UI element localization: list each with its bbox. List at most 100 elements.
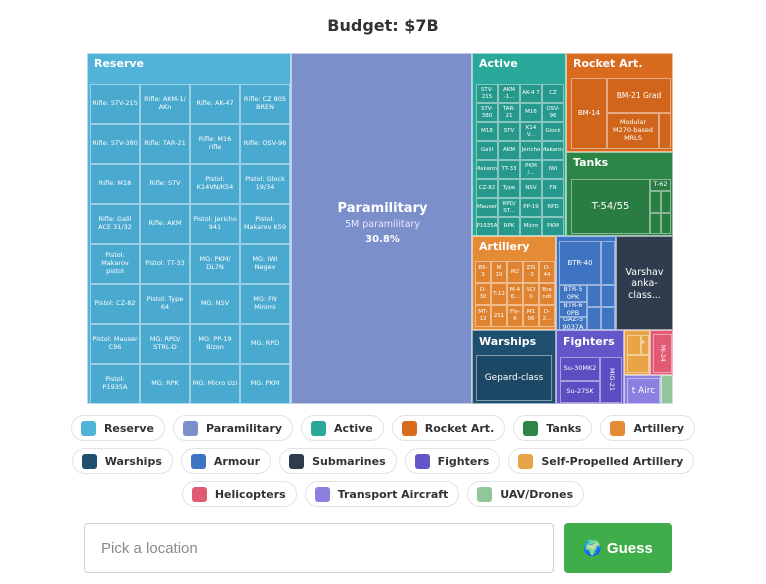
armour-item[interactable]: GAZ-5 9037A	[559, 317, 587, 329]
rocket-item[interactable]: BM-21 Grad	[607, 78, 671, 113]
legend-item-artillery[interactable]: Artillery	[600, 415, 696, 441]
rocket-item[interactable]: BM-14	[571, 78, 607, 149]
active-item[interactable]: CZ	[542, 84, 564, 103]
active-item[interactable]: Makarov	[542, 141, 564, 160]
active-item[interactable]: P1935A	[476, 217, 498, 235]
active-item[interactable]: PKM /...	[520, 160, 542, 179]
transport-item[interactable]: t Airc	[627, 378, 660, 403]
active-item[interactable]: STV	[498, 122, 520, 141]
reserve-item[interactable]: Pistol: TT-33	[140, 244, 190, 284]
tank-item-small[interactable]	[650, 191, 661, 213]
reserve-item[interactable]: MG: NSV	[190, 284, 240, 324]
tank-item-small[interactable]	[661, 213, 671, 234]
active-item[interactable]: OSV-96	[542, 103, 564, 122]
active-item[interactable]: Glock	[542, 122, 564, 141]
active-item[interactable]: RPK	[498, 217, 520, 235]
armour-item-small[interactable]	[601, 285, 615, 307]
legend-item-reserve[interactable]: Reserve	[70, 415, 165, 441]
armour-item-small[interactable]	[601, 307, 615, 329]
artillery-item[interactable]: ZIS -3	[523, 261, 539, 283]
reserve-item[interactable]: Pistol: P1935A	[90, 364, 140, 403]
artillery-item[interactable]: M2	[507, 261, 523, 283]
active-item[interactable]: K14 V...	[520, 122, 542, 141]
section-artillery[interactable]: Artillery B5-3 M 10 M2 ZIS -3 D-44 D-30 T-12 M-…	[472, 236, 556, 330]
guess-button[interactable]: 🌍 Guess	[564, 523, 672, 573]
active-item[interactable]: NSV	[520, 179, 542, 198]
active-item[interactable]: M16	[520, 103, 542, 122]
reserve-item[interactable]: Pistol: CZ-82	[90, 284, 140, 324]
reserve-item[interactable]: Pistol: K14VN/K54	[190, 164, 240, 204]
section-fighters[interactable]: Fighters Su-30MK2 Su-27SK MiG-21	[556, 330, 624, 404]
legend-item-rocket-art[interactable]: Rocket Art.	[391, 415, 506, 441]
reserve-item[interactable]: Pistol: Glock 19/34	[240, 164, 290, 204]
section-uav-drones[interactable]	[661, 375, 673, 404]
reserve-item[interactable]: MG: PKM/ DL7N	[190, 244, 240, 284]
section-warships[interactable]: Warships Gepard-class	[472, 330, 556, 404]
reserve-item[interactable]: Rifle: STV-380	[90, 124, 140, 164]
active-item[interactable]: Type	[498, 179, 520, 198]
active-item[interactable]: STV-215	[476, 84, 498, 103]
reserve-item[interactable]: MG: RPD/ STRL-D	[140, 324, 190, 364]
active-item[interactable]: RPD	[542, 198, 564, 217]
artillery-item[interactable]: M-4 6...	[507, 283, 523, 305]
artillery-item[interactable]: D-30	[475, 283, 491, 305]
legend-item-warships[interactable]: Warships	[71, 448, 173, 474]
armour-item[interactable]: BTR-40	[559, 241, 601, 285]
artillery-item[interactable]: MT-12	[475, 305, 491, 327]
fighter-item[interactable]: Su-27SK	[560, 381, 600, 403]
active-item[interactable]: STV-380	[476, 103, 498, 122]
legend-item-paramilitary[interactable]: Paramilitary	[172, 415, 294, 441]
section-armour[interactable]: BTR-40 BTR-5 0PK BTR-6 0PB GAZ-5 9037A	[556, 236, 616, 330]
section-active[interactable]: Active STV-215 AKM -1... AK-4 7 CZ STV-380 TA…	[472, 53, 566, 236]
spa-item[interactable]: M 6...	[641, 335, 649, 355]
artillery-item[interactable]: D-2...	[539, 305, 555, 327]
section-reserve[interactable]: Reserve Rifle: STV-215 Rifle: AKM-1/ AKn R…	[87, 53, 291, 404]
artillery-item[interactable]: Fly- K	[507, 305, 523, 327]
active-item[interactable]: FN	[542, 179, 564, 198]
active-item[interactable]: Makarov	[476, 160, 498, 179]
legend-item-armour[interactable]: Armour	[180, 448, 272, 474]
reserve-item[interactable]: Rifle: AKM-1/ AKn	[140, 84, 190, 124]
reserve-item[interactable]: Pistol: Mauser C96	[90, 324, 140, 364]
artillery-item[interactable]: SCI 0	[523, 283, 539, 305]
active-item[interactable]: Galil	[476, 141, 498, 160]
artillery-item[interactable]: B5-3	[475, 261, 491, 283]
legend-item-submarines[interactable]: Submarines	[279, 448, 397, 474]
armour-item[interactable]: BTR-6 0PB	[559, 302, 587, 317]
section-helicopters[interactable]: Mi-24	[650, 330, 673, 375]
reserve-item[interactable]: Rifle: CZ 805 BREN	[240, 84, 290, 124]
spa-item-small[interactable]	[627, 335, 641, 355]
reserve-item[interactable]: Rifle: STV-215	[90, 84, 140, 124]
armour-item-small[interactable]	[587, 307, 601, 329]
reserve-item[interactable]: MG: Micro Uzi	[190, 364, 240, 403]
legend-item-tanks[interactable]: Tanks	[513, 415, 593, 441]
reserve-item[interactable]: MG: PP-19 Bizon	[190, 324, 240, 364]
armour-item-small[interactable]	[601, 241, 615, 285]
reserve-item[interactable]: Rifle: OSV-96	[240, 124, 290, 164]
armour-item[interactable]: BTR-5 0PK	[559, 285, 587, 302]
legend-item-self-propelled-artillery[interactable]: Self-Propelled Artillery	[508, 448, 695, 474]
rocket-item-small[interactable]	[659, 113, 671, 149]
submarine-item[interactable]: Varshav anka-class...	[625, 266, 664, 301]
tank-item[interactable]: T-62	[650, 179, 671, 191]
artillery-item[interactable]: Bra ndt	[539, 283, 555, 305]
reserve-item[interactable]: MG: PKM	[240, 364, 290, 403]
reserve-item[interactable]: Rifle: TAR-21	[140, 124, 190, 164]
active-item[interactable]: Jericho	[520, 141, 542, 160]
section-tanks[interactable]: Tanks T-54/55 T-62	[566, 152, 673, 236]
active-item[interactable]: M18	[476, 122, 498, 141]
active-item[interactable]: PKM	[542, 217, 564, 235]
legend-item-helicopters[interactable]: Helicopters	[181, 481, 297, 507]
artillery-item[interactable]: T-12	[491, 283, 507, 305]
warship-item[interactable]: Gepard-class	[476, 355, 552, 401]
active-item[interactable]: PP-19	[520, 198, 542, 217]
reserve-item[interactable]: Pistol: Makarov pistol	[90, 244, 140, 284]
tank-item[interactable]: T-54/55	[571, 179, 650, 234]
rocket-item[interactable]: Modular M270-based MRLS	[607, 113, 659, 149]
reserve-item[interactable]: Rifle: M18	[90, 164, 140, 204]
tank-item-small[interactable]	[650, 213, 661, 234]
active-item[interactable]: AK-4 7	[520, 84, 542, 103]
section-rocket-artillery[interactable]: Rocket Art. BM-14 BM-21 Grad Modular M27…	[566, 53, 673, 152]
reserve-item[interactable]: Rifle: M16 rifle	[190, 124, 240, 164]
legend-item-active[interactable]: Active	[301, 415, 384, 441]
